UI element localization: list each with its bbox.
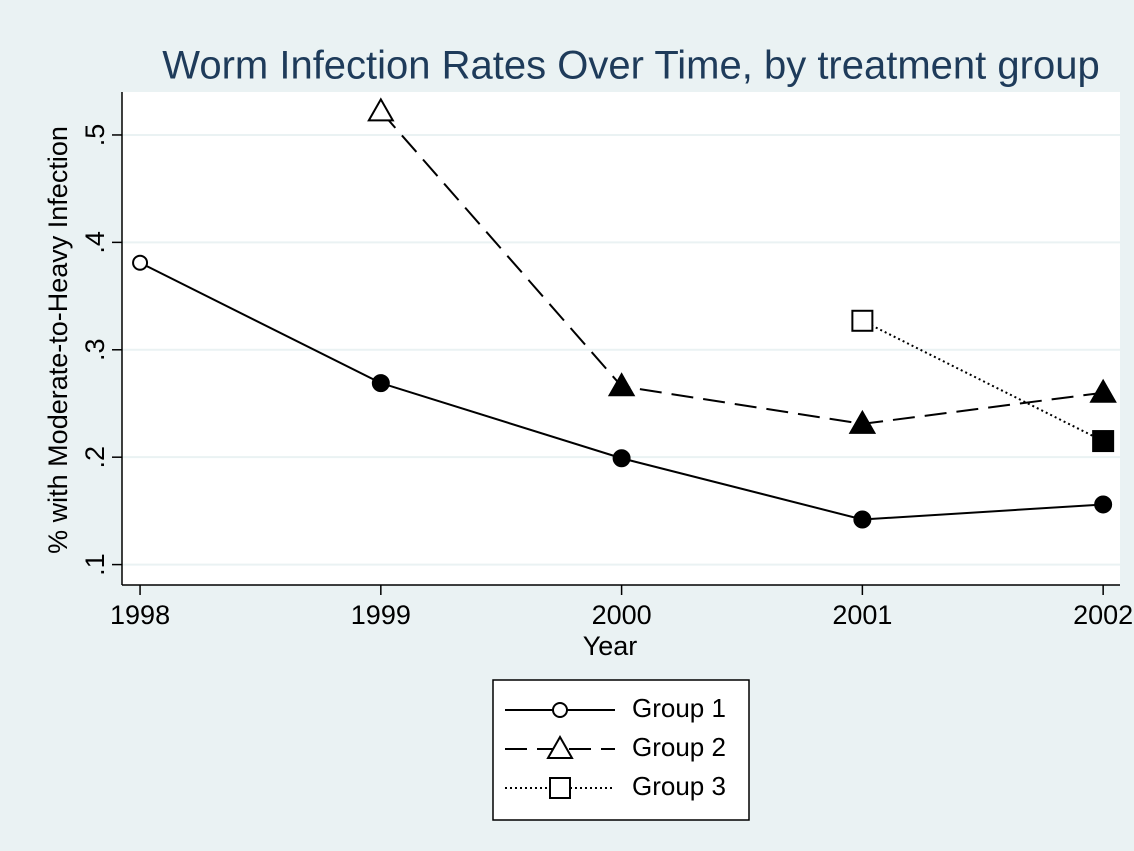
data-point <box>612 449 631 468</box>
x-tick-label: 2002 <box>1073 600 1133 630</box>
legend-box <box>492 679 750 821</box>
data-point <box>1094 495 1113 514</box>
x-tick-label: 2001 <box>832 600 892 630</box>
legend-marker <box>549 777 571 799</box>
legend-label: Group 2 <box>632 732 726 762</box>
data-point <box>853 510 872 529</box>
x-tick-label: 2000 <box>592 600 652 630</box>
x-tick-label: 1999 <box>351 600 411 630</box>
data-point <box>371 374 390 393</box>
legend-marker <box>546 734 574 759</box>
legend-label: Group 1 <box>632 693 726 723</box>
chart-title: Worm Infection Rates Over Time, by treat… <box>162 44 1099 88</box>
y-tick-label: .2 <box>80 446 110 469</box>
data-point <box>1092 430 1115 453</box>
y-tick-label: .5 <box>80 124 110 147</box>
data-point <box>1089 378 1117 403</box>
data-point <box>132 254 149 271</box>
legend-label: Group 3 <box>632 771 726 801</box>
data-point <box>607 372 636 397</box>
y-tick-label: .3 <box>80 339 110 362</box>
data-point <box>848 409 877 434</box>
plot-area <box>122 92 1120 585</box>
data-point <box>367 97 395 122</box>
x-tick-label: 1998 <box>110 600 170 630</box>
legend-marker <box>552 702 568 718</box>
y-axis-label: % with Moderate-to-Heavy Infection <box>43 126 73 554</box>
y-tick-label: .4 <box>80 231 110 254</box>
data-point <box>851 309 874 332</box>
series-line <box>380 110 1104 425</box>
y-tick-label: .1 <box>80 553 110 576</box>
x-axis-label: Year <box>583 631 638 661</box>
